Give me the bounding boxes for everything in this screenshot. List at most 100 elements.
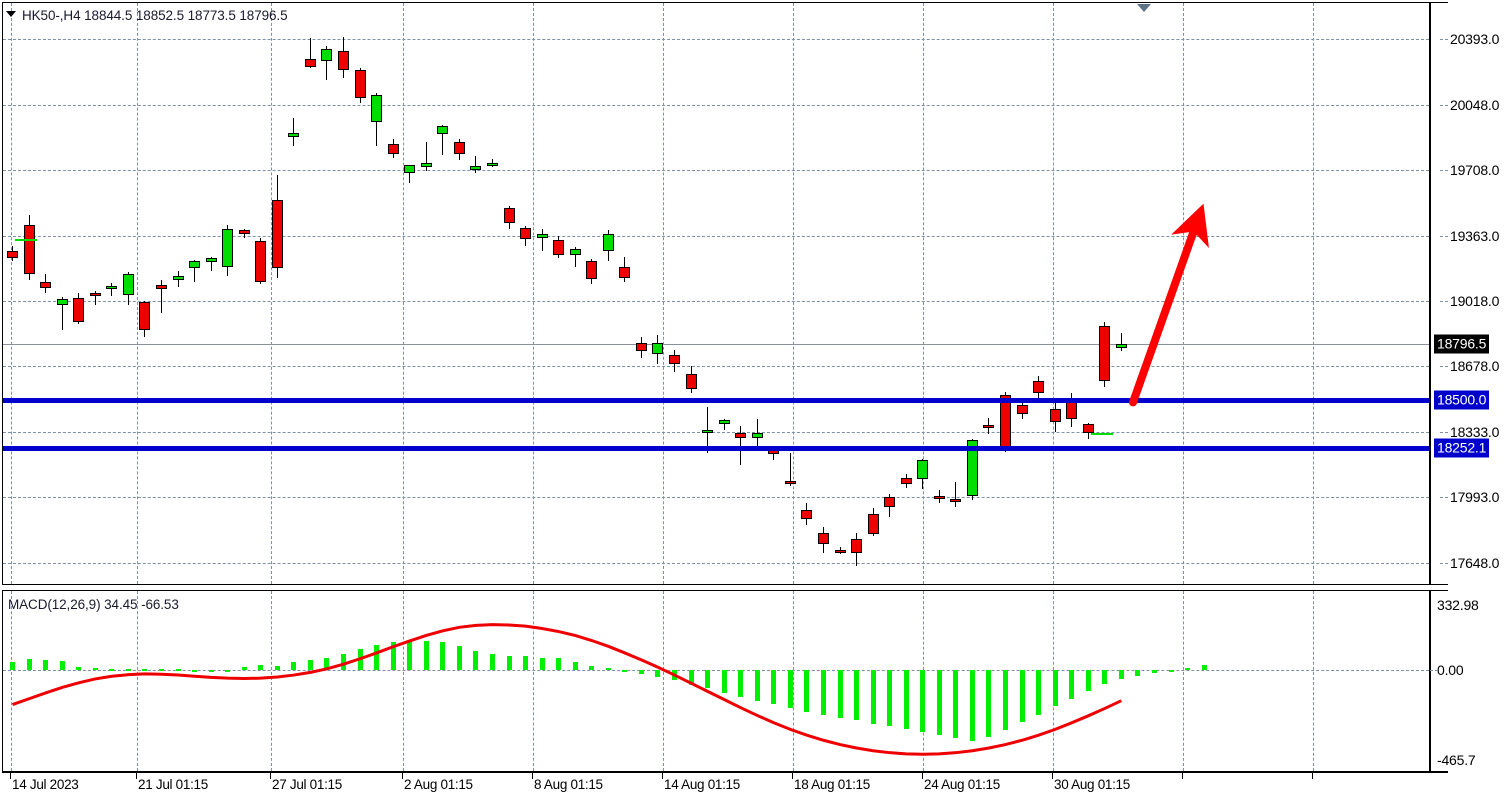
- candle-bearish[interactable]: [89, 292, 101, 296]
- candle-bullish[interactable]: [189, 261, 201, 268]
- candle-bearish[interactable]: [354, 70, 366, 98]
- macd-axis[interactable]: [1430, 590, 1448, 772]
- candle-bullish[interactable]: [404, 164, 416, 174]
- time-axis-tick: [270, 773, 271, 779]
- chart-caret-icon[interactable]: [6, 11, 16, 17]
- candle-bullish[interactable]: [486, 162, 498, 166]
- candle-bearish[interactable]: [553, 240, 565, 256]
- price-plot-area[interactable]: [3, 3, 1429, 584]
- candle-bearish[interactable]: [7, 251, 18, 259]
- candle-bullish[interactable]: [702, 429, 714, 433]
- candle-bearish[interactable]: [271, 199, 283, 268]
- candle-bearish[interactable]: [23, 224, 35, 275]
- candle-bearish[interactable]: [1066, 402, 1078, 420]
- candle-bullish[interactable]: [470, 165, 482, 171]
- macd-indicator-pane[interactable]: [2, 590, 1430, 772]
- price-level-tag[interactable]: 18500.0: [1434, 390, 1490, 410]
- time-gridline: [137, 3, 138, 584]
- candle-bearish[interactable]: [520, 227, 532, 240]
- candle-bullish[interactable]: [652, 343, 664, 354]
- candle-bearish[interactable]: [73, 298, 85, 323]
- macd-histogram-bar: [721, 669, 727, 693]
- price-axis-tick: [1440, 235, 1448, 237]
- candle-bearish[interactable]: [453, 141, 465, 155]
- candle-bearish[interactable]: [338, 51, 349, 71]
- macd-plot-area[interactable]: [3, 591, 1429, 771]
- candle-bullish[interactable]: [172, 276, 184, 281]
- candle-bearish[interactable]: [801, 510, 813, 519]
- candle-bullish[interactable]: [371, 94, 383, 122]
- candle-bearish[interactable]: [1049, 408, 1061, 423]
- candle-bearish[interactable]: [619, 266, 631, 279]
- time-gridline: [11, 3, 12, 584]
- candle-bearish[interactable]: [155, 284, 167, 289]
- candle-bearish[interactable]: [586, 261, 598, 280]
- candle-bearish[interactable]: [851, 538, 863, 554]
- candle-bullish[interactable]: [56, 299, 68, 305]
- support-resistance-line[interactable]: [3, 445, 1429, 451]
- time-axis-tick: [402, 773, 403, 779]
- candle-bearish[interactable]: [950, 498, 962, 502]
- time-axis[interactable]: 14 Jul 2023 21 Jul 01:15 27 Jul 01:15 2 Aug…: [2, 772, 1448, 799]
- time-axis-tick: [136, 773, 137, 779]
- price-axis-tick-label: 18678.0: [1450, 358, 1500, 375]
- support-resistance-line[interactable]: [3, 398, 1429, 404]
- candle-bullish[interactable]: [122, 274, 134, 296]
- macd-histogram-bar: [556, 658, 562, 670]
- candle-bearish[interactable]: [139, 302, 151, 330]
- candle-bullish[interactable]: [288, 133, 300, 137]
- candle-bullish[interactable]: [1115, 343, 1127, 349]
- candle-bearish[interactable]: [1016, 405, 1028, 414]
- candle-bullish[interactable]: [536, 234, 548, 239]
- candle-bearish[interactable]: [685, 373, 697, 389]
- candle-bearish[interactable]: [933, 495, 945, 499]
- candle-bearish[interactable]: [834, 550, 846, 554]
- macd-histogram-bar: [870, 669, 876, 724]
- candle-bearish[interactable]: [900, 477, 912, 485]
- candle-bullish[interactable]: [420, 162, 432, 168]
- candle-bullish[interactable]: [966, 440, 978, 496]
- candle-bullish[interactable]: [205, 258, 217, 262]
- candle-bearish[interactable]: [255, 240, 267, 282]
- candle-bullish[interactable]: [222, 228, 234, 267]
- price-chart-pane[interactable]: [2, 2, 1430, 585]
- candle-bullish[interactable]: [569, 248, 581, 256]
- macd-axis-tick-label: 332.98: [1437, 597, 1479, 613]
- candle-bearish[interactable]: [1082, 424, 1094, 433]
- price-gridline: [3, 432, 1429, 434]
- macd-histogram-bar: [1168, 669, 1174, 672]
- candle-bearish[interactable]: [1099, 325, 1111, 382]
- candle-bearish[interactable]: [867, 513, 879, 534]
- candle-bearish[interactable]: [635, 343, 647, 351]
- candle-bearish[interactable]: [983, 425, 995, 429]
- candle-wick: [541, 228, 543, 252]
- candle-bullish[interactable]: [718, 420, 730, 425]
- candle-bullish[interactable]: [321, 49, 333, 61]
- candle-bearish[interactable]: [784, 480, 796, 485]
- candle-bearish[interactable]: [1033, 381, 1045, 393]
- candle-bearish[interactable]: [884, 496, 896, 508]
- candle-bearish[interactable]: [735, 432, 747, 438]
- candle-bearish[interactable]: [40, 282, 52, 288]
- candle-bearish[interactable]: [817, 533, 829, 545]
- candle-bullish[interactable]: [751, 432, 763, 438]
- candle-bullish[interactable]: [106, 285, 118, 289]
- price-level-tag[interactable]: 18252.1: [1434, 438, 1490, 458]
- candle-bullish[interactable]: [437, 126, 449, 135]
- candle-bearish[interactable]: [238, 229, 250, 235]
- price-axis-tick: [1440, 366, 1448, 368]
- candle-bearish[interactable]: [503, 207, 515, 223]
- bid-price-dash: [1091, 432, 1113, 435]
- time-axis-tick: [922, 773, 923, 779]
- candle-bullish[interactable]: [602, 234, 614, 251]
- candle-bearish[interactable]: [669, 355, 680, 365]
- candle-bullish[interactable]: [917, 460, 929, 479]
- time-axis-tick-label: 2 Aug 01:15: [404, 777, 473, 792]
- triangle-down-icon[interactable]: [1137, 4, 1151, 12]
- candle-bearish[interactable]: [387, 143, 399, 155]
- macd-histogram-bar: [26, 658, 32, 670]
- candle-bearish[interactable]: [304, 58, 316, 68]
- current-price-tag[interactable]: 18796.5: [1434, 334, 1490, 354]
- candle-wick: [789, 452, 791, 487]
- macd-histogram-bar: [307, 660, 313, 670]
